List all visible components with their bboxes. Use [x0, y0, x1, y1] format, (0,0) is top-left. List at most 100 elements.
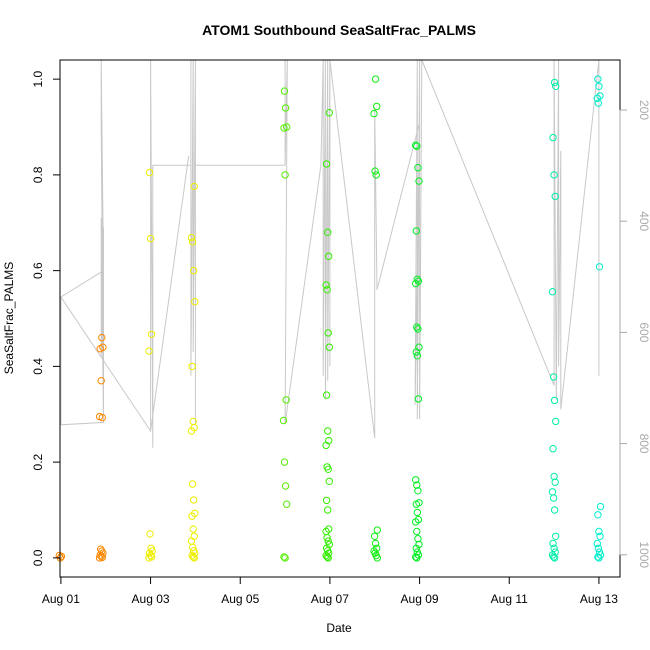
data-point — [324, 506, 332, 514]
data-point — [595, 554, 603, 562]
data-point — [95, 554, 104, 562]
data-point — [551, 478, 559, 486]
data-point — [97, 377, 105, 385]
data-point — [281, 554, 289, 562]
data-point — [550, 78, 559, 87]
data-point — [372, 171, 380, 179]
data-point — [187, 537, 196, 545]
data-point — [414, 325, 422, 333]
data-point — [550, 396, 559, 405]
data-point — [412, 553, 420, 561]
data-point — [325, 525, 333, 533]
data-point — [145, 347, 153, 355]
right-tick-label: 200 — [637, 100, 650, 120]
data-point — [549, 373, 558, 381]
data-point — [324, 554, 332, 562]
x-tick-label: Aug 07 — [311, 592, 349, 606]
data-point — [96, 345, 104, 353]
data-point — [188, 238, 197, 246]
pressure-line — [60, 59, 600, 448]
data-point — [594, 99, 603, 107]
data-point — [550, 472, 558, 481]
data-point — [98, 553, 107, 562]
x-tick-label: Aug 05 — [221, 592, 259, 606]
data-point — [412, 518, 420, 526]
data-point — [594, 75, 602, 83]
data-point — [550, 171, 558, 179]
data-point — [413, 142, 421, 150]
data-point — [191, 298, 199, 306]
data-point — [187, 233, 196, 242]
data-point — [413, 352, 421, 360]
chart-title: ATOM1 Southbound SeaSaltFrac_PALMS — [202, 22, 476, 38]
data-point — [322, 441, 330, 450]
data-point — [324, 427, 332, 435]
data-point — [415, 177, 423, 185]
data-point — [412, 348, 420, 356]
x-tick-label: Aug 01 — [42, 592, 80, 606]
data-point — [322, 281, 330, 289]
data-point — [412, 544, 420, 552]
data-point — [549, 553, 558, 561]
data-point — [324, 329, 332, 337]
data-point — [414, 164, 422, 172]
data-point — [190, 532, 198, 540]
data-point — [322, 160, 331, 168]
data-point — [552, 82, 560, 91]
data-point — [594, 511, 602, 519]
data-point — [412, 476, 420, 484]
data-point — [97, 552, 105, 561]
data-point — [188, 512, 196, 520]
x-tick-label: Aug 03 — [132, 592, 170, 606]
data-point — [145, 168, 154, 177]
data-point — [146, 234, 155, 243]
data-point — [373, 554, 381, 562]
data-point — [190, 496, 198, 504]
data-point — [412, 279, 420, 288]
x-axis-label: Date — [326, 621, 352, 635]
data-point — [97, 545, 105, 553]
right-tick-label: 800 — [637, 434, 650, 454]
data-point — [323, 534, 331, 542]
data-point — [595, 82, 603, 91]
data-point — [280, 87, 289, 95]
data-point — [147, 330, 156, 338]
data-point — [325, 109, 333, 117]
data-point — [325, 477, 333, 485]
data-point — [322, 391, 331, 399]
plot-border — [59, 59, 621, 578]
data-point — [412, 500, 420, 508]
data-point — [550, 554, 559, 562]
data-point — [323, 286, 331, 294]
data-point — [371, 75, 380, 83]
data-point — [596, 532, 604, 540]
data-point — [283, 500, 291, 508]
y-axis-label: SeaSaltFrac_PALMS — [2, 262, 16, 375]
data-point — [190, 182, 198, 191]
data-point — [413, 554, 421, 562]
data-point — [95, 412, 104, 421]
data-point — [412, 141, 420, 149]
data-point — [188, 362, 196, 371]
data-point — [596, 502, 605, 511]
data-point — [373, 102, 381, 111]
data-point — [190, 266, 198, 275]
data-point — [412, 227, 420, 235]
data-point — [189, 553, 197, 561]
data-point — [549, 539, 557, 548]
y-tick-label: 0.0 — [31, 549, 45, 566]
data-point — [188, 551, 196, 560]
right-tick-label: 600 — [637, 322, 650, 342]
right-tick-label: 400 — [637, 211, 650, 231]
data-point — [280, 458, 289, 466]
data-point — [57, 552, 66, 561]
data-point — [325, 343, 333, 351]
data-point — [96, 551, 104, 559]
data-point — [413, 323, 421, 331]
data-point — [188, 480, 197, 488]
x-axis: Aug 01 Aug 03 Aug 05 Aug 07 Aug 09 Aug 11 Aug … — [42, 576, 618, 606]
x-tick-label: Aug 09 — [401, 592, 439, 606]
data-point — [98, 333, 106, 342]
data-point — [187, 427, 196, 435]
